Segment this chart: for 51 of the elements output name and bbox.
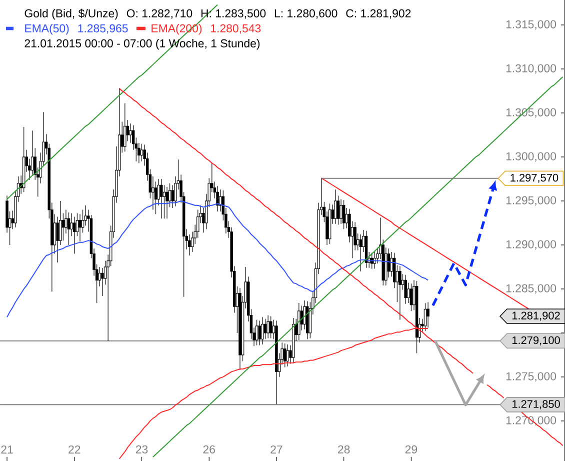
y-tick-label: 1.275,000 [506, 372, 556, 382]
candlestick [398, 266, 402, 320]
candlestick [28, 158, 31, 180]
y-tick-label: 1.310,000 [506, 64, 556, 74]
candlestick [261, 316, 264, 345]
candlestick [326, 211, 328, 246]
candlestick [384, 247, 388, 286]
candlestick [216, 186, 219, 212]
y-tick-label: 1.285,000 [506, 284, 556, 294]
candlestick [152, 176, 154, 210]
x-tick-label: 21 [1, 445, 13, 454]
candlestick [188, 234, 191, 256]
candlestick [266, 315, 270, 339]
y-tick-label: 1.290,000 [506, 240, 556, 250]
candlestick [426, 302, 430, 328]
ref-line-label: 1.271,850 [512, 400, 560, 410]
y-tick-label: 1.315,000 [506, 20, 556, 30]
candlestick [101, 268, 104, 296]
x-tick-label: 28 [338, 445, 350, 454]
legend-label: EMA(50) [25, 24, 69, 35]
x-tick-label: 22 [68, 445, 80, 454]
candlestick [303, 300, 306, 330]
candlestick [64, 209, 68, 234]
annotation: 1.281,902 [512, 312, 560, 321]
annotation: 1.285,965 [78, 24, 128, 34]
candlestick [348, 208, 351, 243]
candlestick [238, 288, 242, 370]
candlestick [129, 123, 132, 144]
data-label: 1.297,570 [510, 174, 558, 183]
candlestick [138, 142, 140, 164]
y-tick-label: 1.300,000 [506, 152, 556, 162]
x-tick-label: 26 [203, 445, 215, 454]
x-tick-label: 27 [270, 445, 282, 454]
annotation: C: 1.281,902 [346, 9, 411, 19]
candlestick [56, 216, 59, 263]
candlestick [275, 320, 278, 405]
annotation: 1.280,543 [211, 24, 261, 34]
x-tick-label: 23 [136, 445, 148, 454]
candlestick [376, 247, 379, 264]
y-tick-label: 1.295,000 [506, 196, 556, 206]
candlestick [6, 195, 8, 233]
candlestick [166, 186, 168, 219]
candlestick [340, 198, 342, 224]
candlestick [78, 214, 82, 242]
annotation: L: 1.280,600 [274, 9, 338, 19]
text: Gold (Bid, $/Unze) [24, 8, 118, 20]
candlestick [174, 176, 177, 207]
x-tick-label: 29 [405, 445, 418, 454]
annotation: O: 1.282,710 [126, 9, 192, 19]
ref-line-label: 1.279,100 [512, 336, 560, 346]
candlestick [298, 302, 300, 340]
